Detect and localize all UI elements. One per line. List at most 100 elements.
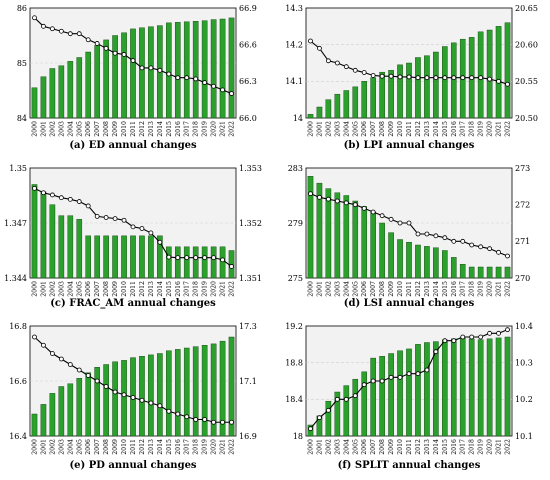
year-tick-label: 2003 [58,121,65,137]
line-point [505,327,510,333]
year-tick-label: 2004 [343,121,350,137]
bar [183,21,190,119]
year-tick-label: 2017 [460,121,467,137]
year-tick-label: 2021 [496,281,503,297]
left-tick-label: 14.2 [285,40,303,49]
bar [450,257,457,279]
year-tick-label: 2011 [406,281,413,297]
year-tick-label: 2010 [121,281,128,297]
right-tick-label: 273 [515,164,530,173]
line-point [379,73,385,79]
bar [228,17,235,119]
line-point [67,362,73,367]
year-tick-label: 2002 [49,281,56,297]
bar [31,413,38,437]
bar [316,106,323,119]
line-point [442,338,448,344]
line-point [130,224,136,230]
year-tick-label: 2014 [157,281,164,297]
line-point [460,238,466,244]
bar [361,371,368,437]
bar [352,378,359,437]
year-tick-label: 2013 [148,121,155,137]
bar [370,357,376,437]
line-point [94,213,100,219]
bar [112,235,118,279]
line-point [451,75,457,81]
year-tick-label: 2007 [370,439,377,455]
year-tick-label: 2015 [166,281,173,297]
line-point [220,87,225,93]
year-tick-label: 2013 [424,281,431,297]
year-tick-label: 2012 [415,281,422,297]
bar [433,51,439,119]
left-tick-label: 279 [288,219,303,228]
bar [468,266,475,279]
line-point [67,196,73,202]
year-tick-label: 2002 [49,121,56,137]
year-tick-label: 2000 [307,439,314,455]
line-point [184,75,190,81]
left-tick-label: 16.6 [9,377,27,386]
bar [67,383,74,437]
line-point [94,41,100,46]
bar [388,232,394,279]
left-tick-label: 14 [293,114,303,123]
line-point [361,205,367,211]
year-tick-label: 2011 [130,121,137,137]
year-tick-label: 2007 [94,439,101,455]
line-point [424,367,430,373]
line-point [433,233,439,239]
line-point [175,75,181,81]
line-point [424,75,430,81]
line-point [32,185,37,191]
year-tick-label: 2016 [175,281,182,297]
line-point [487,246,493,252]
year-tick-label: 2007 [370,121,377,137]
bar [343,385,350,437]
bar [495,337,502,437]
year-tick-label: 2002 [325,439,332,455]
line-point [505,81,510,87]
bar [424,55,430,119]
bar [148,354,154,437]
bar [166,350,172,437]
line-point [406,220,412,226]
year-tick-label: 2006 [361,121,368,137]
bar [343,195,350,279]
bar [450,42,457,119]
left-tick-label: 283 [288,164,303,173]
line-point [325,58,331,64]
line-point [32,334,37,340]
bar [76,219,83,279]
line-point [334,198,340,204]
line-point [397,74,403,80]
line-point [211,83,217,89]
bar [174,22,181,119]
line-point [130,395,136,400]
bar [210,246,217,279]
year-tick-label: 2004 [67,121,74,137]
line-point [496,78,501,84]
panel-caption: (a) ED annual changes [69,140,197,151]
right-tick-label: 17.1 [239,377,257,386]
bar [415,344,421,437]
right-tick-label: 17.3 [239,322,257,331]
right-tick-label: 20.50 [515,114,538,123]
right-tick-label: 272 [515,200,530,209]
bar [40,76,47,119]
bar [352,200,359,279]
line-point [184,255,190,261]
right-tick-label: 270 [515,274,530,283]
bar [504,336,511,437]
line-point [325,196,331,202]
bar [219,246,226,279]
chart-panel-5: 16.4 16.6 16.8 16.9 17.1 17.3 2000 2001 2002 2003… [9,322,257,471]
year-tick-label: 2011 [130,281,137,297]
line-point [85,373,91,378]
year-tick-label: 2008 [379,281,386,297]
line-point [202,417,208,422]
right-tick-label: 66.3 [239,77,257,86]
line-point [370,378,376,384]
bar [450,338,457,437]
